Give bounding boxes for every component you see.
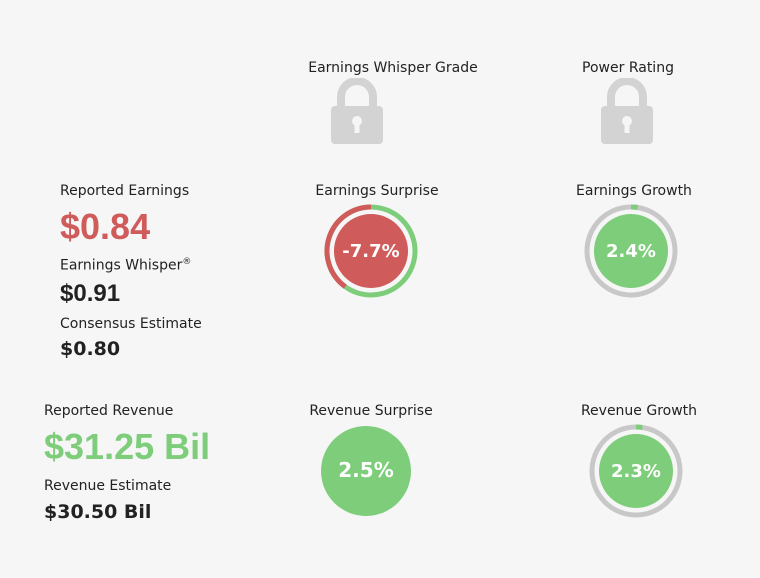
reported-revenue-value: $31.25 Bil: [44, 426, 211, 467]
power-rating-lock-icon[interactable]: [599, 78, 655, 146]
earnings-surprise-ring-arc: [324, 204, 372, 289]
revenue-surprise-disc: [321, 426, 411, 516]
whisper-grade-lock-icon[interactable]: [329, 78, 385, 146]
revenue-growth-disc: [599, 434, 673, 508]
reported-earnings-value: $0.84: [60, 206, 151, 247]
earnings-whisper-value: $0.91: [60, 280, 121, 307]
power-rating-label: Power Rating: [582, 60, 674, 76]
revenue-surprise-gauge: 2.5%: [321, 426, 411, 516]
revenue-estimate-label: Revenue Estimate: [44, 478, 172, 494]
consensus-estimate-label: Consensus Estimate: [60, 316, 202, 332]
earnings-surprise-gauge: -7.7%: [324, 204, 418, 298]
earnings-growth-value: 2.4%: [606, 241, 656, 262]
earnings-whisper-label: Earnings Whisper®: [60, 257, 192, 274]
revenue-surprise-label: Revenue Surprise: [309, 403, 433, 419]
reported-earnings-label: Reported Earnings: [60, 183, 190, 199]
revenue-surprise-value: 2.5%: [338, 458, 393, 482]
earnings-surprise-disc: [334, 214, 408, 288]
registered-mark: ®: [182, 257, 192, 267]
consensus-estimate-value: $0.80: [60, 338, 121, 360]
whisper-grade-label: Earnings Whisper Grade: [308, 60, 478, 76]
earnings-surprise-label: Earnings Surprise: [315, 183, 439, 199]
revenue-growth-label: Revenue Growth: [580, 403, 698, 419]
reported-revenue-label: Reported Revenue: [44, 403, 174, 419]
revenue-estimate-value: $30.50 Bil: [44, 501, 152, 523]
earnings-growth-disc: [594, 214, 668, 288]
revenue-growth-value: 2.3%: [611, 461, 661, 482]
earnings-growth-label: Earnings Growth: [576, 183, 692, 199]
earnings-surprise-value: -7.7%: [342, 241, 399, 262]
earnings-growth-gauge: 2.4%: [584, 204, 678, 298]
revenue-growth-gauge: 2.3%: [589, 424, 683, 518]
